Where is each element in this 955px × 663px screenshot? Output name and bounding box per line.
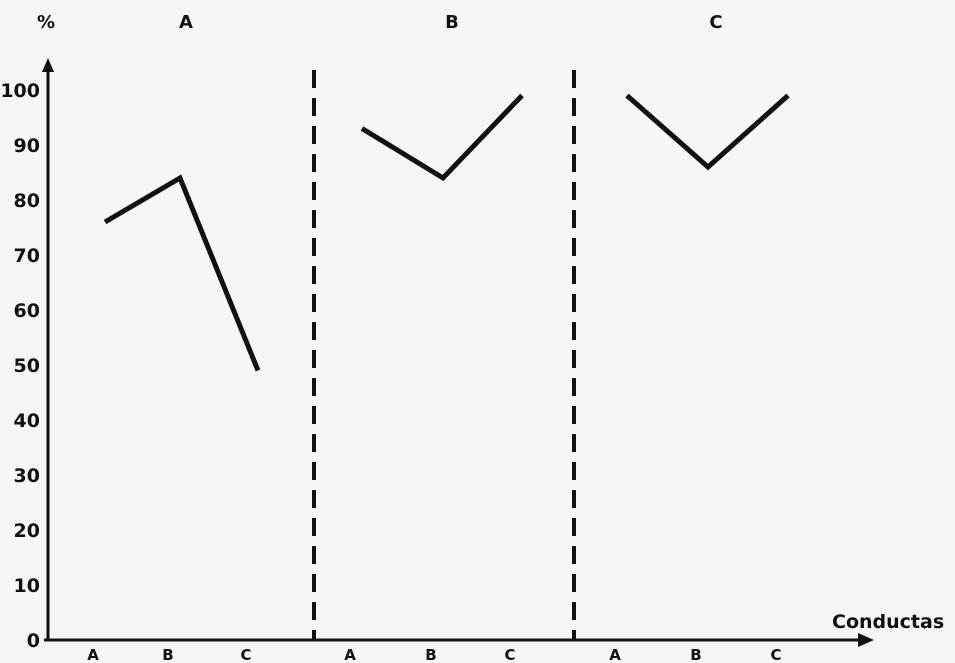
panel-title-a: A xyxy=(179,12,193,33)
y-tick-label: 80 xyxy=(14,190,40,212)
x-tick-label: A xyxy=(87,646,99,663)
y-tick-label: 20 xyxy=(14,520,40,542)
y-axis-arrow-icon xyxy=(42,58,54,72)
x-tick-label: B xyxy=(425,646,436,663)
series-line-panel-a xyxy=(103,174,261,372)
x-tick-label: C xyxy=(770,646,781,663)
series-line-panel-b xyxy=(360,93,524,182)
y-tick-label: 90 xyxy=(14,135,40,157)
x-tick-label: B xyxy=(690,646,701,663)
x-tick-label: B xyxy=(162,646,173,663)
x-axis-title: Conductas xyxy=(832,611,944,633)
x-tick-label: C xyxy=(504,646,515,663)
x-axis-arrow-icon xyxy=(858,633,874,647)
y-tick-label: 0 xyxy=(27,630,40,652)
y-tick-label: 30 xyxy=(14,465,40,487)
y-tick-label: 100 xyxy=(0,80,40,102)
y-tick-label: 40 xyxy=(14,410,40,432)
x-tick-label: A xyxy=(344,646,356,663)
y-tick-label: 60 xyxy=(14,300,40,322)
panel-title-c: C xyxy=(709,12,722,33)
x-tick-label: C xyxy=(240,646,251,663)
y-tick-label: 70 xyxy=(14,245,40,267)
panel-title-b: B xyxy=(445,12,459,33)
y-unit-label: % xyxy=(37,12,55,33)
x-tick-label: A xyxy=(609,646,621,663)
y-tick-label: 10 xyxy=(14,575,40,597)
y-tick-label: 50 xyxy=(14,355,40,377)
series-lines xyxy=(103,93,790,372)
series-line-panel-c xyxy=(625,93,790,171)
y-tick-labels: 0 10 20 30 40 50 60 70 80 90 100 xyxy=(0,80,40,652)
